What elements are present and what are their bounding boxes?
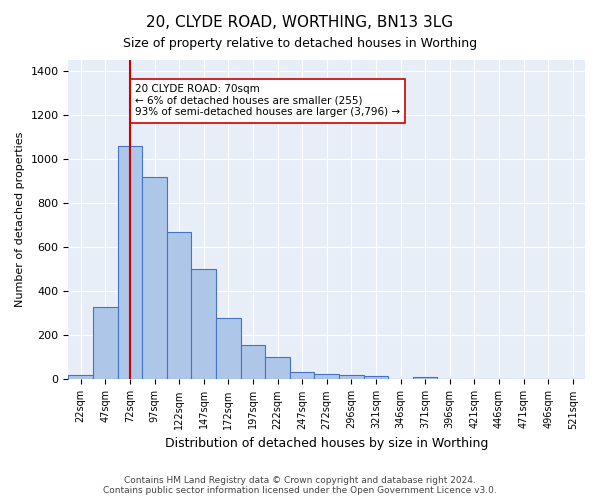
Bar <box>142 177 167 380</box>
Bar <box>241 346 265 380</box>
Bar <box>265 358 290 380</box>
Text: Contains HM Land Registry data © Crown copyright and database right 2024.
Contai: Contains HM Land Registry data © Crown c… <box>103 476 497 495</box>
Text: Size of property relative to detached houses in Worthing: Size of property relative to detached ho… <box>123 38 477 51</box>
Text: 20 CLYDE ROAD: 70sqm
← 6% of detached houses are smaller (255)
93% of semi-detac: 20 CLYDE ROAD: 70sqm ← 6% of detached ho… <box>135 84 400 117</box>
Bar <box>68 375 93 380</box>
Bar <box>413 377 437 380</box>
Bar <box>364 376 388 380</box>
Bar <box>216 318 241 380</box>
Text: 20, CLYDE ROAD, WORTHING, BN13 3LG: 20, CLYDE ROAD, WORTHING, BN13 3LG <box>146 15 454 30</box>
Bar <box>290 372 314 380</box>
Bar <box>118 146 142 380</box>
Bar <box>314 374 339 380</box>
Bar <box>167 232 191 380</box>
Y-axis label: Number of detached properties: Number of detached properties <box>15 132 25 308</box>
Bar <box>339 375 364 380</box>
Bar <box>191 270 216 380</box>
X-axis label: Distribution of detached houses by size in Worthing: Distribution of detached houses by size … <box>165 437 488 450</box>
Bar <box>93 306 118 380</box>
